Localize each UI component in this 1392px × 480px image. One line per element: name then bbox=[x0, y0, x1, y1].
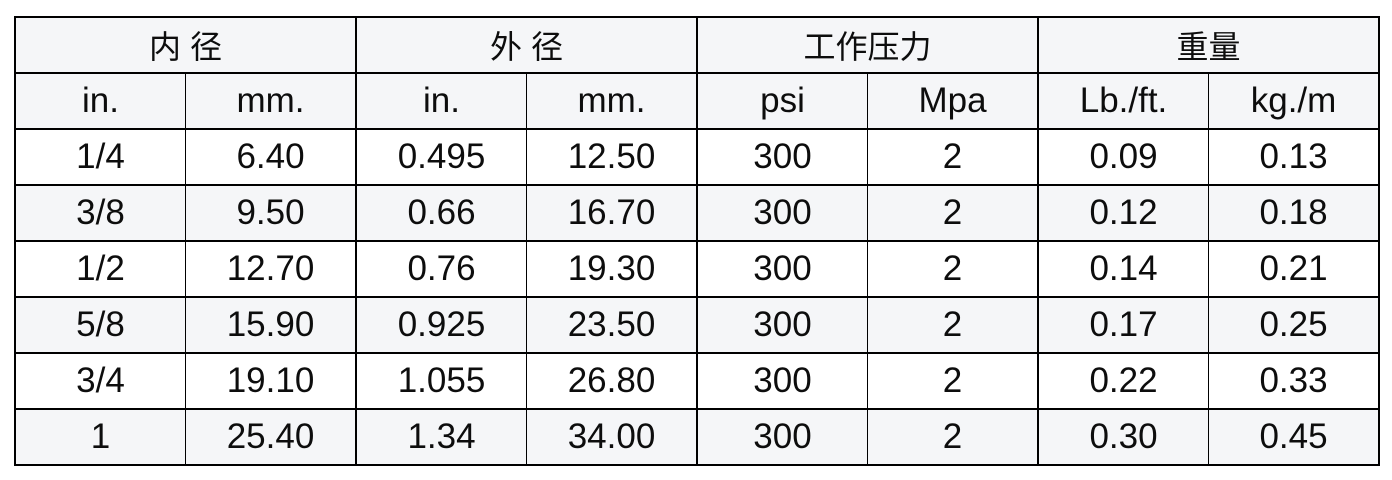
table-cell: 300 bbox=[696, 184, 868, 242]
table-cell: 15.90 bbox=[185, 296, 357, 354]
table-cell: 3/8 bbox=[14, 184, 186, 242]
table-cell: 9.50 bbox=[185, 184, 357, 242]
table-cell: 23.50 bbox=[526, 296, 698, 354]
table-cell: 2 bbox=[867, 352, 1039, 410]
table-cell: 0.495 bbox=[355, 128, 527, 186]
table-cell: 2 bbox=[867, 408, 1039, 466]
table-cell: 0.66 bbox=[355, 184, 527, 242]
table-cell: 300 bbox=[696, 352, 868, 410]
column-header-inner-in: in. bbox=[14, 72, 186, 130]
table-cell: 2 bbox=[867, 184, 1039, 242]
column-group-inner-diameter: 内 径 bbox=[14, 16, 357, 74]
table-cell: 12.50 bbox=[526, 128, 698, 186]
table-cell: 0.12 bbox=[1037, 184, 1210, 242]
spec-table: 内 径 外 径 工作压力 重量 in. mm. in. mm. psi Mpa … bbox=[14, 16, 1381, 466]
table-cell: 0.13 bbox=[1208, 128, 1380, 186]
table-cell: 0.09 bbox=[1037, 128, 1210, 186]
table-cell: 26.80 bbox=[526, 352, 698, 410]
table-cell: 0.17 bbox=[1037, 296, 1210, 354]
table-cell: 2 bbox=[867, 296, 1039, 354]
table-cell: 16.70 bbox=[526, 184, 698, 242]
unit-header-row: in. mm. in. mm. psi Mpa Lb./ft. kg./m bbox=[14, 72, 1380, 130]
table-cell: 0.14 bbox=[1037, 240, 1210, 298]
table-cell: 0.22 bbox=[1037, 352, 1210, 410]
column-header-psi: psi bbox=[696, 72, 868, 130]
table-cell: 1/4 bbox=[14, 128, 186, 186]
group-header-row: 内 径 外 径 工作压力 重量 bbox=[14, 16, 1380, 74]
table-row: 1/4 6.40 0.495 12.50 300 2 0.09 0.13 bbox=[14, 128, 1380, 186]
column-header-lb-ft: Lb./ft. bbox=[1037, 72, 1210, 130]
table-cell: 300 bbox=[696, 128, 868, 186]
column-header-kg-m: kg./m bbox=[1208, 72, 1380, 130]
table-row: 1/2 12.70 0.76 19.30 300 2 0.14 0.21 bbox=[14, 240, 1380, 298]
table-cell: 0.33 bbox=[1208, 352, 1380, 410]
table-cell: 0.18 bbox=[1208, 184, 1380, 242]
table-header: 内 径 外 径 工作压力 重量 in. mm. in. mm. psi Mpa … bbox=[14, 16, 1380, 130]
table-row: 5/8 15.90 0.925 23.50 300 2 0.17 0.25 bbox=[14, 296, 1380, 354]
column-header-outer-in: in. bbox=[355, 72, 527, 130]
table-cell: 0.45 bbox=[1208, 408, 1380, 466]
table-cell: 1.34 bbox=[355, 408, 527, 466]
table-cell: 5/8 bbox=[14, 296, 186, 354]
table-cell: 0.76 bbox=[355, 240, 527, 298]
table-cell: 2 bbox=[867, 128, 1039, 186]
table-cell: 300 bbox=[696, 296, 868, 354]
table-cell: 300 bbox=[696, 408, 868, 466]
table-cell: 25.40 bbox=[185, 408, 357, 466]
table-cell: 3/4 bbox=[14, 352, 186, 410]
table-cell: 34.00 bbox=[526, 408, 698, 466]
column-header-inner-mm: mm. bbox=[185, 72, 357, 130]
column-header-mpa: Mpa bbox=[867, 72, 1039, 130]
table-cell: 12.70 bbox=[185, 240, 357, 298]
table-cell: 0.21 bbox=[1208, 240, 1380, 298]
table-cell: 1.055 bbox=[355, 352, 527, 410]
table-cell: 2 bbox=[867, 240, 1039, 298]
table-cell: 6.40 bbox=[185, 128, 357, 186]
table-cell: 19.30 bbox=[526, 240, 698, 298]
table-cell: 1/2 bbox=[14, 240, 186, 298]
table-cell: 0.925 bbox=[355, 296, 527, 354]
table-cell: 300 bbox=[696, 240, 868, 298]
table-cell: 1 bbox=[14, 408, 186, 466]
column-group-outer-diameter: 外 径 bbox=[355, 16, 698, 74]
column-header-outer-mm: mm. bbox=[526, 72, 698, 130]
table-row: 1 25.40 1.34 34.00 300 2 0.30 0.45 bbox=[14, 408, 1380, 466]
table-body: 1/4 6.40 0.495 12.50 300 2 0.09 0.13 3/8… bbox=[14, 128, 1380, 466]
table-cell: 0.30 bbox=[1037, 408, 1210, 466]
table-row: 3/4 19.10 1.055 26.80 300 2 0.22 0.33 bbox=[14, 352, 1380, 410]
table-cell: 19.10 bbox=[185, 352, 357, 410]
column-group-working-pressure: 工作压力 bbox=[695, 16, 1039, 74]
table-cell: 0.25 bbox=[1208, 296, 1380, 354]
column-group-weight: 重量 bbox=[1037, 16, 1380, 74]
table-row: 3/8 9.50 0.66 16.70 300 2 0.12 0.18 bbox=[14, 184, 1380, 242]
